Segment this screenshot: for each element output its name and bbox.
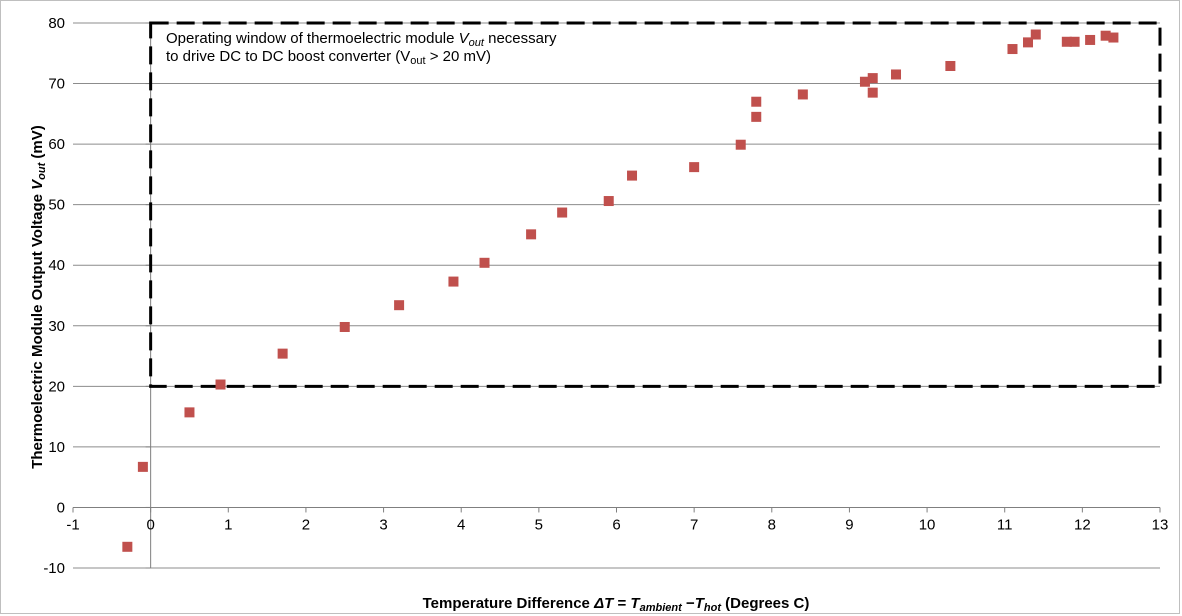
data-point-5 xyxy=(339,321,350,332)
data-point-17 xyxy=(797,89,808,100)
data-point-7 xyxy=(448,276,459,287)
x-tick-label-0: -1 xyxy=(66,516,79,533)
x-tick-label-10: 9 xyxy=(845,516,853,533)
data-point-16 xyxy=(751,96,762,107)
data-point-19 xyxy=(867,73,878,84)
data-point-1 xyxy=(137,461,148,472)
x-tick-label-12: 11 xyxy=(997,516,1013,533)
y-tick-label-3: 20 xyxy=(48,378,65,395)
data-point-15 xyxy=(751,111,762,122)
y-tick-label-5: 40 xyxy=(48,257,65,274)
y-tick-label-9: 80 xyxy=(48,15,65,32)
y-axis-title: Thermoelectric Module Output Voltage Vou… xyxy=(29,125,48,469)
data-point-28 xyxy=(1085,34,1096,45)
y-tick-label-6: 50 xyxy=(48,197,65,214)
data-point-21 xyxy=(891,69,902,80)
y-tick-label-8: 70 xyxy=(48,76,65,93)
x-tick-label-2: 1 xyxy=(224,516,232,533)
data-point-0 xyxy=(122,541,133,552)
x-tick-label-11: 10 xyxy=(919,516,936,533)
window-annotation-line1: Operating window of thermoelectric modul… xyxy=(166,30,557,49)
data-point-25 xyxy=(1030,29,1041,40)
y-tick-labels: -10 0 10 20 30 40 50 60 70 80 xyxy=(43,15,65,577)
x-tick-labels: -1 0 1 2 3 4 5 6 7 8 9 10 11 12 13 xyxy=(66,516,1168,533)
data-point-12 xyxy=(627,170,638,181)
axes xyxy=(72,22,1161,569)
data-point-22 xyxy=(945,60,956,71)
data-point-3 xyxy=(215,379,226,390)
y-tick-label-1: 0 xyxy=(57,499,65,516)
data-point-18 xyxy=(859,76,870,87)
x-tick-label-14: 13 xyxy=(1152,516,1169,533)
y-tick-label-0: -10 xyxy=(43,560,65,577)
x-tick-label-8: 7 xyxy=(690,516,698,533)
data-point-24 xyxy=(1023,37,1034,48)
data-point-9 xyxy=(526,229,537,240)
x-tick-label-1: 0 xyxy=(146,516,154,533)
x-tick-label-5: 4 xyxy=(457,516,465,533)
data-point-13 xyxy=(689,162,700,173)
data-point-29 xyxy=(1100,30,1111,41)
data-point-4 xyxy=(277,348,288,359)
data-point-2 xyxy=(184,407,195,418)
data-point-6 xyxy=(394,300,405,311)
operating-window xyxy=(149,21,1162,388)
data-point-27 xyxy=(1069,36,1080,47)
x-tick-label-6: 5 xyxy=(535,516,543,533)
x-tick-label-4: 3 xyxy=(379,516,387,533)
data-point-10 xyxy=(557,207,568,218)
y-tick-label-4: 30 xyxy=(48,318,65,335)
x-tick-label-7: 6 xyxy=(612,516,620,533)
x-axis-title: Temperature Difference ΔT = Tambient −Th… xyxy=(423,595,810,614)
y-tick-label-7: 60 xyxy=(48,136,65,153)
gridlines xyxy=(73,22,1160,569)
data-point-30 xyxy=(1108,32,1119,43)
x-tick-label-3: 2 xyxy=(302,516,310,533)
data-point-11 xyxy=(603,196,614,207)
data-point-14 xyxy=(735,139,746,150)
data-points xyxy=(122,29,1119,552)
data-point-8 xyxy=(479,257,490,268)
data-point-26 xyxy=(1061,36,1072,47)
x-tick-label-13: 12 xyxy=(1074,516,1091,533)
data-point-23 xyxy=(1007,44,1018,55)
window-annotation-line2: to drive DC to DC boost converter (Vout … xyxy=(166,48,491,67)
operating-window-box xyxy=(149,21,1162,388)
x-tick-label-9: 8 xyxy=(768,516,776,533)
data-point-20 xyxy=(867,87,878,98)
y-tick-label-2: 10 xyxy=(48,439,65,456)
